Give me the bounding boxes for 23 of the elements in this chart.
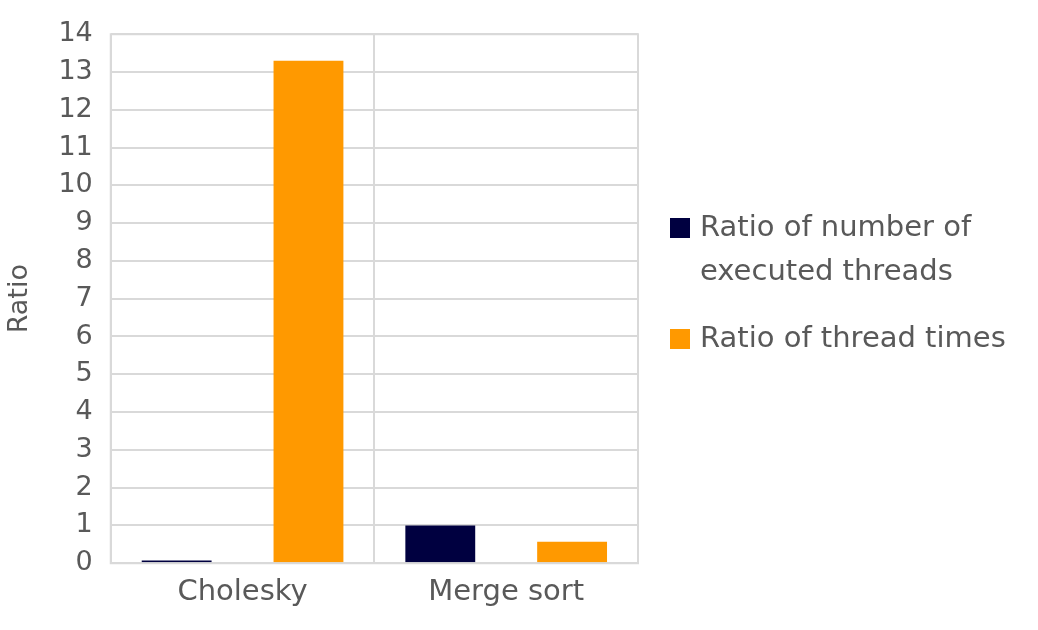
bar: [537, 541, 608, 563]
x-tick-label: Cholesky: [177, 573, 308, 608]
bar: [273, 60, 344, 563]
y-tick-label: 5: [75, 356, 93, 388]
y-tick-label: 4: [75, 394, 93, 426]
y-tick-label: 12: [58, 91, 93, 123]
y-tick-label: 2: [75, 469, 93, 501]
y-tick-label: 13: [58, 54, 93, 85]
y-axis-title: Ratio: [2, 264, 34, 334]
bar: [405, 525, 476, 563]
y-tick-label: 3: [75, 431, 93, 463]
y-tick-label: 7: [75, 280, 93, 312]
y-tick-label: 10: [58, 167, 93, 199]
y-tick-label: 8: [75, 242, 93, 274]
y-tick-label: 1: [75, 507, 93, 539]
x-tick-label: Merge sort: [428, 573, 585, 608]
legend-label: Ratio of thread times: [700, 319, 1006, 356]
y-tick-label: 11: [58, 129, 93, 161]
y-tick-label: 6: [75, 318, 93, 350]
legend-label: Ratio of number of executed threads: [700, 208, 973, 289]
y-tick-label: 9: [75, 205, 93, 237]
y-tick-label: 14: [58, 16, 93, 48]
y-tick-label: 0: [75, 545, 93, 577]
